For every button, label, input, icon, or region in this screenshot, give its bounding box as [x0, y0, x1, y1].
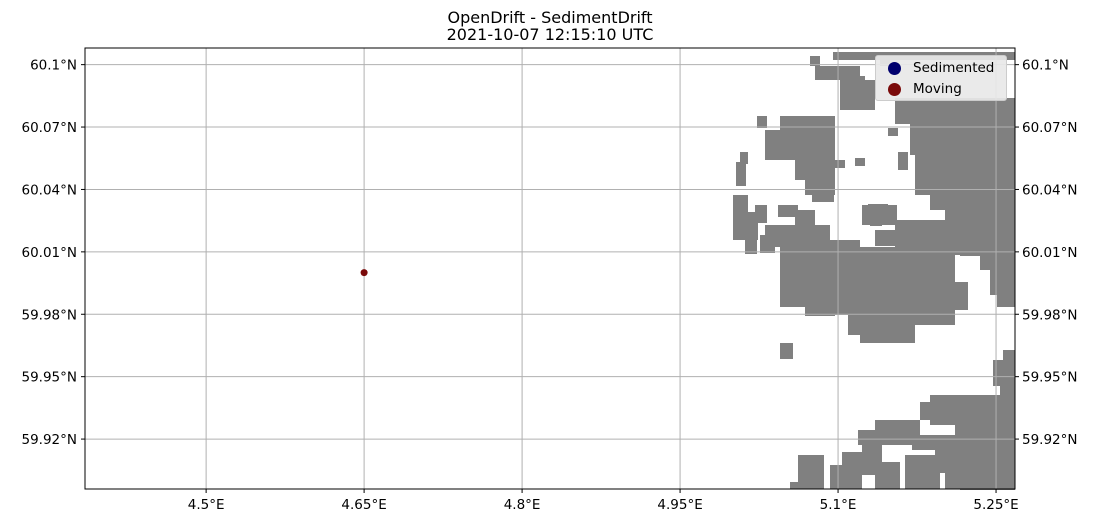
land-patch [960, 240, 1015, 256]
y-tick-label-left: 59.92°N [22, 432, 78, 448]
latitude-ticks-right: 60.1°N 60.07°N 60.04°N 60.01°N 59.98°N 59.95°… [1015, 58, 1078, 448]
y-tick-label-right: 60.04°N [1022, 182, 1078, 198]
land-patch [888, 128, 898, 136]
x-tick-label: 4.5°E [188, 497, 225, 513]
land-patch [833, 160, 845, 168]
land-patch [755, 205, 767, 223]
land-patch [1000, 384, 1015, 396]
land-patch [968, 158, 983, 168]
land-patch [820, 160, 830, 170]
land-patch [905, 305, 955, 325]
x-tick-label: 4.8°E [504, 497, 541, 513]
land-patch [815, 66, 860, 80]
land-patch [1005, 455, 1015, 470]
map-frame [84, 47, 1016, 490]
graticule [85, 48, 1015, 489]
y-tick-label-right: 60.07°N [1022, 120, 1078, 136]
x-tick-label: 5.1°E [820, 497, 857, 513]
particle-layer [360, 269, 368, 277]
land-patch [740, 152, 748, 164]
land-patch [765, 130, 785, 160]
land-patch [745, 240, 757, 254]
land-patch [778, 205, 798, 217]
longitude-ticks: 4.5°E 4.65°E 4.8°E 4.95°E 5.1°E 5.25°E [188, 489, 1019, 513]
legend-item-moving: Moving [876, 79, 962, 99]
land-patch [760, 235, 775, 253]
x-tick-label: 4.65°E [341, 497, 386, 513]
land-patch [810, 56, 820, 66]
land-patch [1003, 350, 1015, 362]
land-patch [812, 188, 834, 202]
land-patch [960, 395, 1015, 490]
sedimented-marker-icon [888, 61, 901, 75]
x-tick-label: 4.95°E [657, 497, 702, 513]
legend: Sedimented Moving [875, 55, 1007, 101]
y-tick-label-left: 60.1°N [30, 58, 77, 74]
land-patch [993, 360, 1015, 386]
y-tick-label-left: 59.98°N [22, 307, 78, 323]
land-patch [868, 204, 888, 210]
land-patch [920, 470, 940, 489]
land-patch [875, 462, 900, 489]
latitude-ticks-left: 60.1°N 60.07°N 60.04°N 60.01°N 59.98°N 59.95°… [22, 58, 85, 448]
land-patch [985, 160, 1015, 185]
land-patch [870, 218, 882, 226]
legend-label-sedimented: Sedimented [913, 60, 995, 76]
land-patch [880, 430, 910, 445]
map-title: OpenDrift - SedimentDrift [447, 8, 653, 27]
land-patch [850, 76, 865, 94]
y-tick-label-left: 60.07°N [22, 120, 78, 136]
land-patch [952, 290, 968, 310]
land-patch [930, 195, 950, 210]
land-patch [798, 240, 838, 248]
y-tick-label-left: 59.95°N [22, 370, 78, 386]
land-patch [805, 300, 835, 316]
land-patch [780, 343, 793, 359]
land-patch [855, 158, 865, 166]
land-mask [733, 52, 1015, 490]
y-tick-label-right: 59.92°N [1022, 432, 1078, 448]
moving-marker-icon [888, 82, 901, 96]
particle-marker [360, 269, 368, 277]
y-tick-label-left: 60.04°N [22, 182, 78, 198]
y-tick-label-left: 60.01°N [22, 245, 78, 261]
y-tick-label-right: 60.1°N [1022, 58, 1069, 74]
legend-item-sedimented: Sedimented [876, 58, 994, 78]
legend-label-moving: Moving [913, 81, 962, 97]
land-patch [875, 230, 900, 246]
land-patch [835, 240, 860, 252]
land-patch [858, 430, 883, 445]
land-patch [790, 482, 800, 489]
y-tick-label-right: 59.98°N [1022, 307, 1078, 323]
land-patch [898, 152, 908, 170]
land-patch [798, 455, 824, 489]
y-tick-label-right: 59.95°N [1022, 370, 1078, 386]
land-patch [900, 230, 955, 250]
land-patch [733, 212, 758, 240]
land-patch [910, 110, 1015, 155]
x-tick-label: 5.25°E [973, 497, 1018, 513]
land-patch [945, 440, 965, 489]
y-tick-label-right: 60.01°N [1022, 245, 1078, 261]
map-timestamp: 2021-10-07 12:15:10 UTC [446, 25, 654, 44]
land-patch [736, 162, 746, 186]
land-patch [757, 116, 767, 128]
land-patch [990, 270, 1015, 295]
land-patch [842, 452, 862, 489]
land-patch [733, 195, 748, 213]
